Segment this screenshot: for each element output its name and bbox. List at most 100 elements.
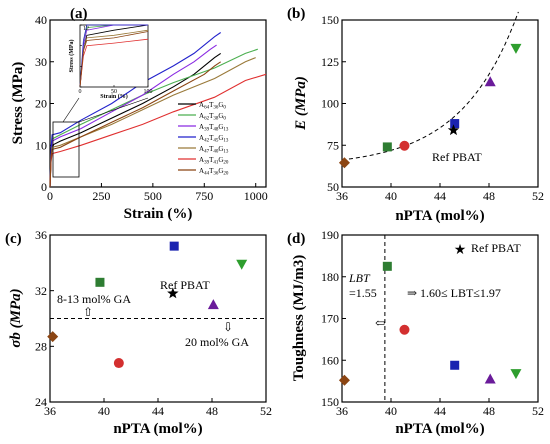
square-marker bbox=[450, 360, 460, 370]
triangle-up-marker bbox=[207, 299, 219, 310]
panel-d-frame bbox=[341, 234, 539, 403]
panel-b-ticks: 36 40 44 48 52 50 75 100 125 150 bbox=[321, 13, 544, 203]
y-tick-label: 50 bbox=[327, 180, 339, 194]
y-tick-label: 36 bbox=[35, 228, 47, 242]
inset-y-tick-label: 12 bbox=[83, 26, 89, 32]
legend-label: A47T40G13 bbox=[199, 145, 229, 155]
down-arrow-icon: ⇩ bbox=[223, 320, 233, 334]
x-tick-label: 500 bbox=[144, 189, 162, 203]
panel-b-ylabel: E (MPa) bbox=[293, 76, 309, 131]
x-tick-label: 40 bbox=[385, 189, 397, 203]
x-tick-label: 52 bbox=[532, 189, 544, 203]
circle-marker bbox=[399, 140, 410, 151]
y-tick-label: 100 bbox=[321, 97, 339, 111]
inset-xlabel: Strain (%) bbox=[100, 93, 128, 100]
x-tick-label: 36 bbox=[336, 189, 348, 203]
triangle-down-marker bbox=[510, 369, 522, 380]
panel-b-label: (b) bbox=[287, 6, 305, 22]
diamond-marker bbox=[47, 331, 59, 343]
panel-a-label: (a) bbox=[70, 6, 88, 22]
inset-zoom-box bbox=[52, 121, 80, 178]
panel-c-label: (c) bbox=[5, 231, 22, 247]
panel-c-ylabel: σb (MPa) bbox=[8, 288, 24, 347]
left-arrow-icon: ⇦ bbox=[375, 316, 385, 330]
y-tick-label: 32 bbox=[35, 284, 47, 298]
y-tick-label: 30 bbox=[35, 55, 47, 69]
inset-connector-line bbox=[78, 97, 149, 123]
x-tick-label: 40 bbox=[385, 404, 397, 418]
panel-c-points bbox=[47, 241, 248, 369]
legend-label: A39T41G20 bbox=[199, 156, 229, 166]
panel-a-inset: 0 50 100 12 Strain (%) Stress (MPa) bbox=[68, 24, 153, 100]
panel-b-fit-curve bbox=[341, 11, 519, 161]
panel-b-points bbox=[338, 43, 522, 169]
panel-b: (b) 36 40 44 48 52 50 75 100 125 150 Ref PBAT nPT… bbox=[287, 6, 544, 224]
star-marker bbox=[167, 287, 179, 299]
series-line bbox=[49, 61, 222, 188]
y-tick-label: 20 bbox=[35, 97, 47, 111]
x-tick-label: 40 bbox=[98, 404, 110, 418]
x-tick-label: 44 bbox=[434, 189, 446, 203]
inset-ticks: 0 50 100 12 bbox=[79, 24, 153, 95]
panel-b-ref-pbat-label: Ref PBAT bbox=[432, 150, 482, 164]
panel-a-legend: A64T36G0A62T38G0A39T48G13A42T45G13A47T40… bbox=[178, 101, 229, 177]
y-tick-label: 150 bbox=[321, 395, 339, 409]
x-tick-label: 44 bbox=[434, 404, 446, 418]
x-tick-label: 1000 bbox=[244, 189, 268, 203]
panel-d-xlabel: nPTA (mol%) bbox=[395, 421, 484, 437]
y-tick-label: 75 bbox=[327, 138, 339, 152]
x-tick-label: 52 bbox=[532, 404, 544, 418]
panel-d-label: (d) bbox=[287, 231, 305, 247]
y-tick-label: 180 bbox=[321, 270, 339, 284]
panel-c: (c) 36 40 44 48 52 24 28 32 36 Ref PBAT 8-13 mol… bbox=[5, 228, 272, 437]
x-tick-label: 36 bbox=[44, 404, 56, 418]
panel-d-ticks: 36 40 44 48 52 150 160 170 180 190 bbox=[321, 228, 544, 418]
panel-c-20-ga-label: 20 mol% GA bbox=[185, 335, 249, 349]
square-marker bbox=[382, 261, 392, 271]
x-tick-label: 48 bbox=[483, 189, 495, 203]
legend-label: A39T48G13 bbox=[199, 123, 229, 133]
diamond-marker bbox=[338, 157, 350, 169]
panel-a: (a) 0 250 500 750 1000 0 10 20 30 40 0 50 100 12 Str… bbox=[10, 6, 268, 222]
y-tick-label: 24 bbox=[35, 395, 47, 409]
y-tick-label: 28 bbox=[35, 340, 47, 354]
inset-x-tick-label: 0 bbox=[79, 89, 82, 95]
panel-a-ylabel: Stress (MPa) bbox=[10, 62, 26, 145]
inset-series-lines bbox=[79, 24, 149, 88]
y-tick-label: 170 bbox=[321, 312, 339, 326]
x-tick-label: 48 bbox=[483, 404, 495, 418]
x-tick-label: 36 bbox=[336, 404, 348, 418]
circle-marker bbox=[113, 358, 124, 369]
inset-series-line bbox=[79, 31, 149, 88]
legend-label: A42T45G13 bbox=[199, 134, 229, 144]
inset-x-tick-label: 100 bbox=[144, 89, 153, 95]
up-arrow-icon: ⇧ bbox=[83, 305, 93, 319]
star-marker bbox=[447, 124, 460, 136]
y-tick-label: 160 bbox=[321, 353, 339, 367]
panel-a-xlabel: Strain (%) bbox=[124, 206, 193, 222]
square-marker bbox=[450, 119, 460, 129]
panel-c-xlabel: nPTA (mol%) bbox=[113, 421, 202, 437]
triangle-up-marker bbox=[484, 373, 496, 384]
series-line bbox=[49, 32, 222, 188]
panel-d-ref-pbat-label: Ref PBAT bbox=[471, 241, 521, 255]
panel-c-8-13-ga-label: 8-13 mol% GA bbox=[57, 292, 131, 306]
panel-d-lbt-label: LBT bbox=[348, 271, 371, 285]
y-tick-label: 0 bbox=[41, 180, 47, 194]
panel-d-lbt-range-label: ⇒ 1.60≤ LBT≤1.97 bbox=[407, 286, 501, 300]
panel-b-xlabel: nPTA (mol%) bbox=[395, 208, 484, 224]
triangle-down-marker bbox=[236, 259, 248, 270]
panel-d-points bbox=[338, 261, 522, 386]
inset-series-line bbox=[79, 24, 148, 88]
star-icon: ★ bbox=[454, 243, 467, 258]
inset-ylabel: Stress (MPa) bbox=[68, 39, 75, 72]
legend-label: A62T38G0 bbox=[199, 112, 226, 122]
series-line bbox=[49, 73, 267, 188]
panel-c-ticks: 36 40 44 48 52 24 28 32 36 bbox=[35, 228, 272, 418]
y-tick-label: 190 bbox=[321, 228, 339, 242]
legend-label: A64T36G0 bbox=[199, 101, 226, 111]
panel-d-ylabel: Toughness (MJ/m3) bbox=[291, 255, 307, 382]
y-tick-label: 40 bbox=[35, 13, 47, 27]
x-tick-label: 52 bbox=[260, 404, 272, 418]
